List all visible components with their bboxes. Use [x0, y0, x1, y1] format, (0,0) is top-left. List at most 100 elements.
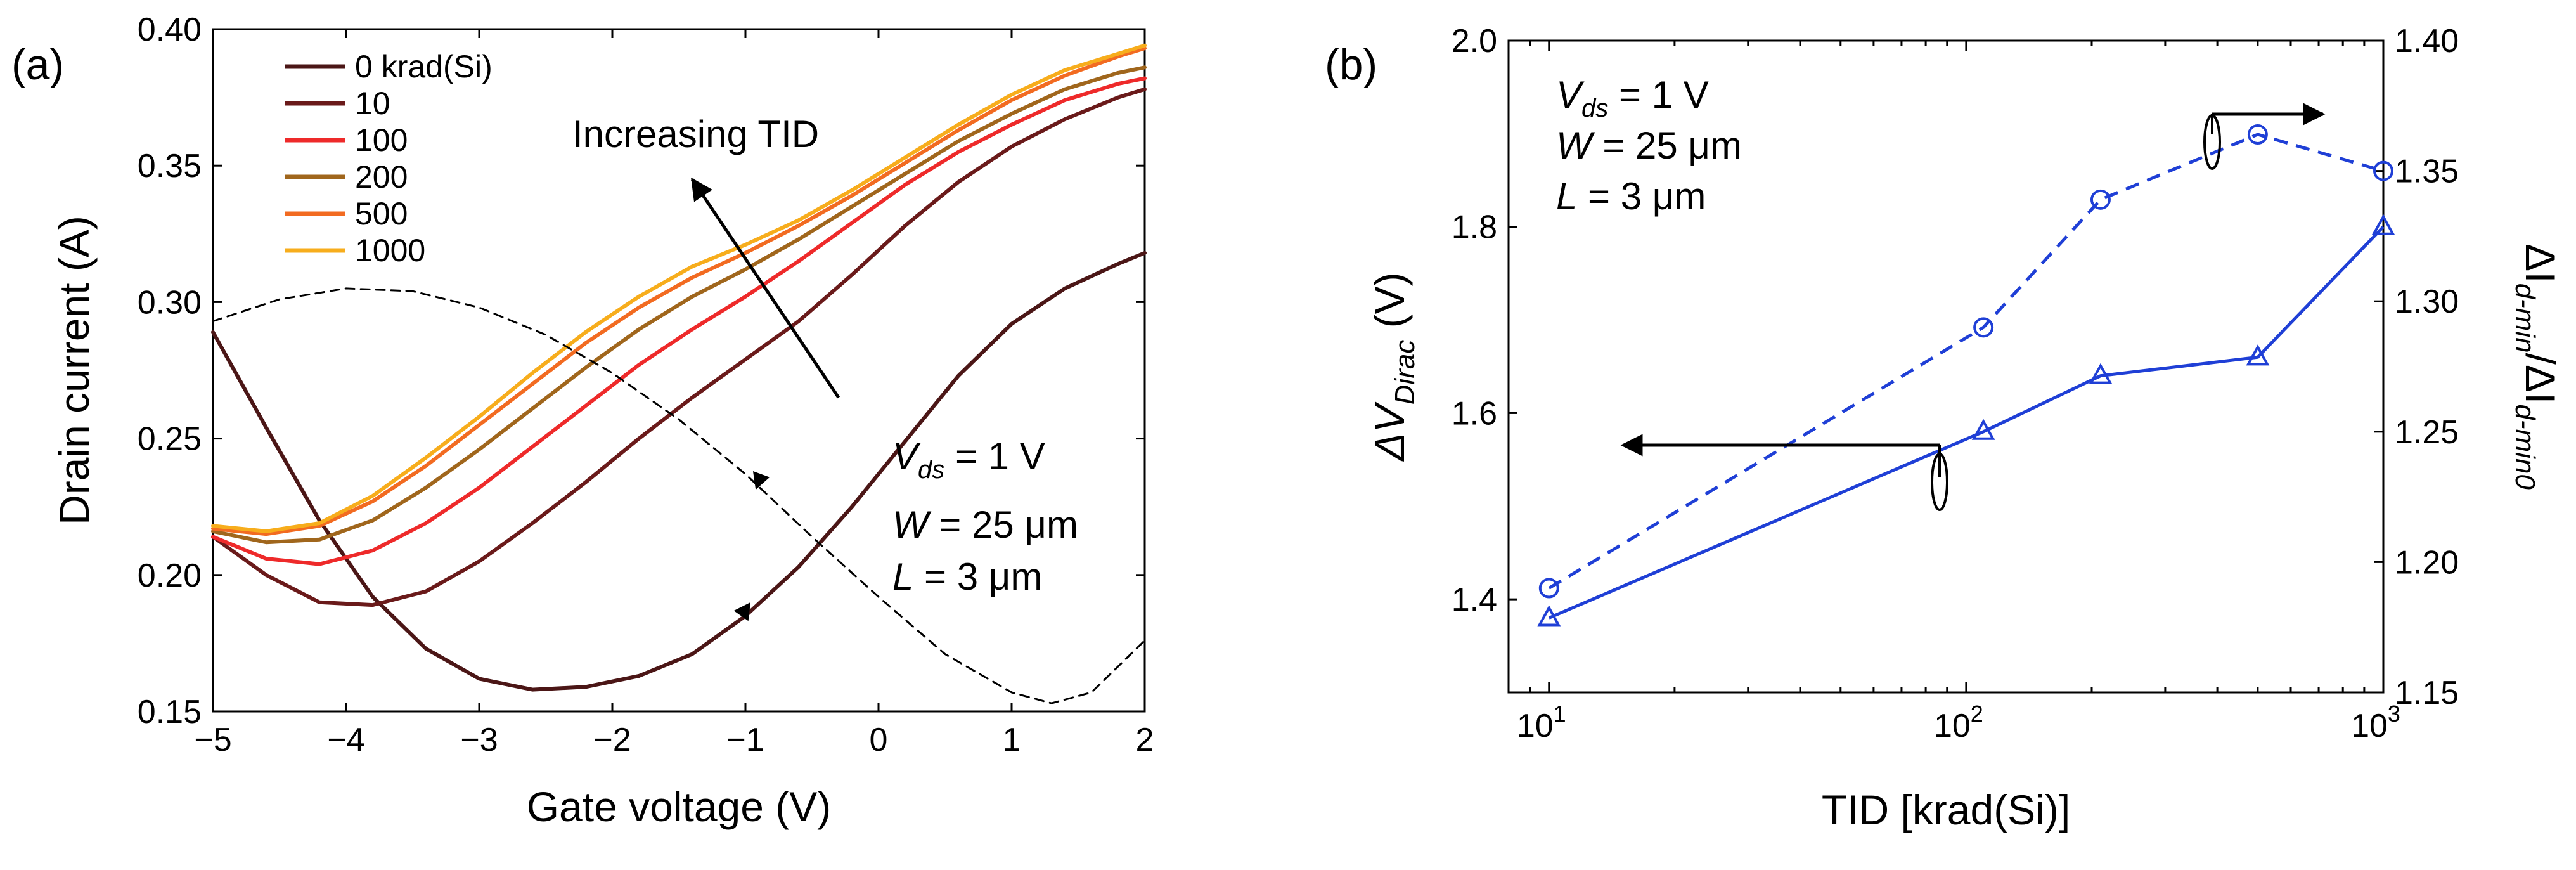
panel-a-increasing-tid-arrow: [690, 177, 840, 399]
panel-a-param-vds-subscript: ds: [918, 456, 944, 484]
panel-b-left-y-ticks: 1.4 1.6 1.8 2.0: [1452, 23, 1517, 618]
panel-a-dashed-curve: [212, 287, 1146, 704]
panel-a-plot-frame: [212, 28, 1146, 713]
panel-b-param-l-value: = 3 μm: [1577, 175, 1706, 218]
panel-a-y-tick-label: 0.30: [138, 284, 202, 321]
panel-b-x-tick-exponent: 2: [1971, 701, 1983, 727]
panel-a-param-w: W = 25 μm: [892, 503, 1078, 546]
panel-a-x-tick-label: 2: [1136, 722, 1154, 758]
panel-b-param-l-symbol: L: [1556, 175, 1577, 218]
panel-a-x-tick-label: 0: [870, 722, 888, 758]
panel-b-param-vds-subscript: ds: [1581, 94, 1608, 122]
panel-b-circle-marker: [2247, 124, 2268, 145]
panel-a-y-tick-label: 0.25: [138, 421, 202, 458]
panel-b-x-tick-label: 103: [2351, 701, 2400, 744]
panel-b-right-y-label-part2: /ΔI: [2517, 353, 2564, 405]
panel-a-y-tick-label: 0.40: [138, 11, 202, 48]
panel-b-left-y-label-unit: (V): [1366, 272, 1413, 339]
panel-a-param-l: L = 3 μm: [892, 555, 1042, 598]
panel-a-parameters: Vds = 1 V W = 25 μm L = 3 μm: [892, 435, 1078, 598]
panel-b-right-y-tick-label: 1.30: [2395, 283, 2459, 320]
panel-b-triangle-marker: [2089, 363, 2113, 384]
panel-a-param-vds-symbol: V: [892, 435, 921, 477]
panel-b-param-w-value: = 25 μm: [1592, 124, 1742, 167]
panel-a-x-tick-label: 1: [1003, 722, 1021, 758]
panel-b-triangle-marker: [2246, 344, 2270, 366]
panel-b-x-tick-exponent: 1: [1554, 701, 1566, 727]
panel-a-legend-label: 200: [355, 159, 408, 195]
panel-a-param-w-value: = 25 μm: [929, 503, 1078, 546]
panel-a-legend-label: 500: [355, 196, 408, 231]
panel-a-param-l-symbol: L: [892, 555, 913, 598]
panel-b-current-ratio-line: [1548, 133, 2384, 590]
panel-a-y-tick-label: 0.20: [138, 557, 202, 594]
panel-b-plot-frame: [1507, 39, 2385, 694]
panel-b-right-y-tick-label: 1.15: [2395, 675, 2459, 711]
panel-a-x-axis-label: Gate voltage (V): [527, 783, 832, 830]
panel-b-right-y-tick-label: 1.35: [2395, 153, 2459, 190]
panel-b-left-y-label-main: ΔV: [1366, 401, 1413, 462]
panel-b-circle-marker: [1973, 317, 1994, 338]
panel-a-param-w-symbol: W: [892, 503, 932, 546]
panel-b-triangle-marker: [1971, 419, 1995, 440]
panel-a-y-tick-label: 0.35: [138, 148, 202, 185]
panel-b-x-ticks: 101 102 103: [1507, 41, 2400, 744]
panel-a-annotation-increasing-tid: Increasing TID: [572, 113, 819, 155]
panel-a-series-line: [211, 76, 1147, 566]
panel-b-circle-marker: [2090, 189, 2111, 210]
panel-a-x-tick-label: −1: [726, 722, 764, 758]
panel-a-y-axis-label: Drain current (A): [51, 216, 98, 525]
panel-b-left-y-tick-label: 1.6: [1452, 395, 1497, 432]
panel-a-x-tick-label: −4: [327, 722, 364, 758]
panel-a-y-tick-label: 0.15: [138, 694, 202, 730]
panel-b-left-y-tick-label: 1.8: [1452, 209, 1497, 246]
panel-a-param-vds: Vds = 1 V: [892, 435, 1045, 484]
panel-b-right-y-label-part1: ΔI: [2517, 243, 2564, 283]
panel-b-series: [1537, 124, 2395, 627]
panel-b-param-l: L = 3 μm: [1556, 175, 1706, 218]
panel-b-x-tick-label: 101: [1517, 701, 1566, 744]
panel-a-series-line: [211, 43, 1147, 533]
panel-b-left-y-tick-label: 2.0: [1452, 23, 1497, 60]
panel-a-series-line: [211, 46, 1147, 536]
panel-a-legend-label: 0 krad(Si): [355, 49, 493, 84]
panel-b-right-y-tick-label: 1.20: [2395, 544, 2459, 581]
panel-a-x-ticks: −5 −4 −3 −2 −1 0 1 2: [194, 29, 1154, 758]
panel-b-param-vds-symbol: V: [1556, 74, 1585, 116]
panel-b-parameters: Vds = 1 V W = 25 μm L = 3 μm: [1556, 74, 1742, 218]
panel-a-label: (a): [11, 41, 64, 89]
panel-b-x-tick-base: 10: [1517, 708, 1554, 744]
panel-a-curve-arrowhead: [733, 602, 751, 621]
panel-b-right-y-ticks: 1.15 1.20 1.25 1.30 1.35 1.40: [2374, 23, 2459, 711]
panel-a-y-ticks: 0.15 0.20 0.25 0.30 0.35 0.40: [138, 11, 1145, 730]
panel-b-right-y-axis-label: ΔId-min/ΔId-min0: [2509, 243, 2564, 490]
panel-a-series-line: [211, 87, 1147, 607]
panel-a-legend-label: 1000: [355, 233, 425, 268]
panel-a-legend-label: 10: [355, 86, 390, 121]
panel-a-param-l-value: = 3 μm: [913, 555, 1042, 598]
panel-b-x-tick-exponent: 3: [2388, 701, 2400, 727]
panel-b-axis-indicators: [1620, 103, 2326, 511]
panel-b-right-y-tick-label: 1.25: [2395, 414, 2459, 451]
panel-a-series: [211, 43, 1147, 704]
panel-a-chart: (a) −5 −4 −3 −2 −1 0 1 2 0.150.200.250.300.350.…: [11, 11, 1154, 830]
panel-b-circle-marker: [2373, 160, 2393, 181]
panel-b-left-y-tick-label: 1.4: [1452, 581, 1497, 618]
panel-b-x-tick-base: 10: [1934, 708, 1971, 744]
panel-b-chart: (b) 101 102 103 1.41.61.82.0 1.151.201.251…: [1325, 23, 2564, 833]
panel-b-param-w: W = 25 μm: [1556, 124, 1742, 167]
panel-b-x-axis-label: TID [krad(Si)]: [1822, 786, 2070, 833]
panel-b-x-tick-label: 102: [1934, 701, 1983, 744]
panel-b-x-tick-base: 10: [2351, 708, 2388, 744]
panel-a-series-line: [211, 65, 1147, 545]
panel-b-left-axis-ellipse: [1931, 453, 1948, 511]
panel-b-label: (b): [1325, 41, 1377, 89]
panel-a-x-tick-label: −2: [593, 722, 631, 758]
panel-b-circle-marker: [1538, 578, 1559, 599]
panel-a-x-tick-label: −3: [460, 722, 498, 758]
panel-b-right-y-label-sub2: d-min0: [2509, 404, 2541, 490]
panel-b-left-y-axis-label: ΔVDirac (V): [1366, 272, 1420, 462]
panel-b-dirac-shift-line: [1548, 225, 2385, 620]
